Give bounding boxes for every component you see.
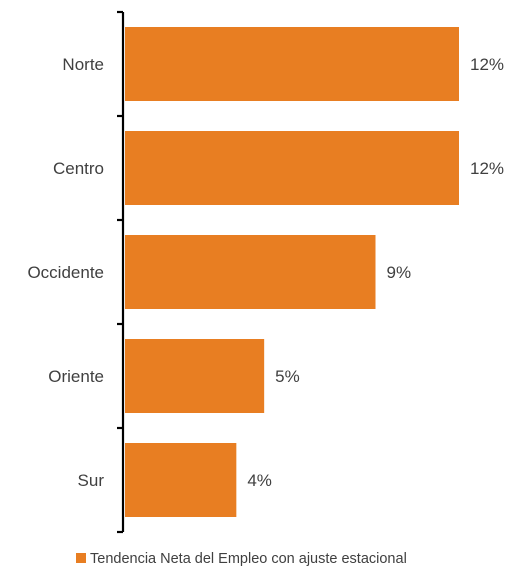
bar-occidente	[125, 235, 376, 309]
category-label-norte: Norte	[62, 55, 104, 74]
value-label-occidente: 9%	[387, 263, 412, 282]
bar-centro	[125, 131, 459, 205]
legend-label: Tendencia Neta del Empleo con ajuste est…	[90, 551, 407, 567]
bars-group	[125, 27, 459, 517]
value-label-norte: 12%	[470, 55, 504, 74]
category-label-centro: Centro	[53, 159, 104, 178]
category-label-sur: Sur	[78, 471, 105, 490]
bar-sur	[125, 443, 237, 517]
bar-norte	[125, 27, 459, 101]
category-label-oriente: Oriente	[48, 367, 104, 386]
value-labels: 12% 12% 9% 5% 4%	[247, 55, 504, 490]
bar-oriente	[125, 339, 265, 413]
legend: Tendencia Neta del Empleo con ajuste est…	[76, 551, 407, 567]
category-label-occidente: Occidente	[27, 263, 104, 282]
category-labels: Norte Centro Occidente Oriente Sur	[27, 55, 104, 490]
value-label-centro: 12%	[470, 159, 504, 178]
legend-swatch	[76, 553, 86, 563]
value-label-sur: 4%	[247, 471, 272, 490]
category-axis	[117, 10, 125, 534]
value-label-oriente: 5%	[275, 367, 300, 386]
